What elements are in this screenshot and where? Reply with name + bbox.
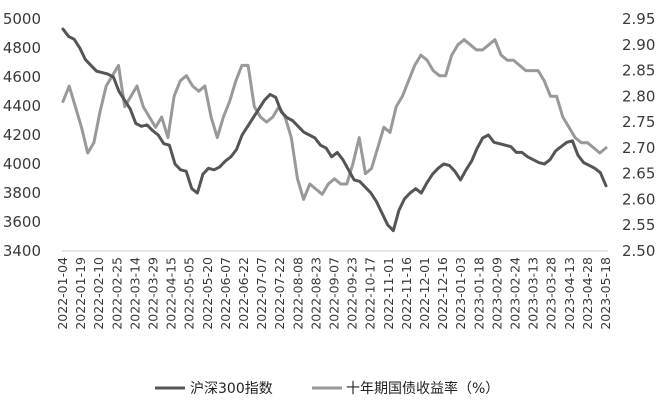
left-axis-tick-label: 4800 — [3, 39, 41, 57]
x-axis-tick-label: 2022-06-22 — [236, 257, 251, 330]
right-axis-tick-label: 2.85 — [622, 62, 655, 80]
x-axis-tick-label: 2022-10-17 — [363, 257, 378, 330]
left-axis-tick-label: 4000 — [3, 155, 41, 173]
right-axis-tick-label: 2.95 — [622, 10, 655, 28]
right-axis-tick-label: 2.80 — [622, 87, 655, 105]
right-axis-tick-label: 2.65 — [622, 165, 655, 183]
x-axis-tick-label: 2022-04-15 — [164, 257, 179, 330]
right-axis-tick-label: 2.55 — [622, 216, 655, 234]
left-axis-tick-label: 3600 — [3, 213, 41, 231]
x-axis-tick-label: 2022-05-20 — [200, 257, 215, 330]
x-axis-tick-label: 2022-03-14 — [127, 257, 142, 330]
x-axis-tick-label: 2022-07-22 — [272, 257, 287, 330]
right-axis-tick-label: 2.75 — [622, 113, 655, 131]
x-axis-tick-label: 2022-11-16 — [399, 257, 414, 330]
x-axis-tick-label: 2023-05-18 — [598, 257, 613, 330]
right-axis-tick-label: 2.50 — [622, 242, 655, 260]
x-axis-tick-label: 2023-02-24 — [508, 257, 523, 330]
legend: 沪深300指数 十年期国债收益率（%） — [155, 380, 499, 397]
right-axis-tick-label: 2.60 — [622, 190, 655, 208]
x-axis-tick-label: 2022-03-29 — [146, 257, 161, 330]
x-axis-tick-label: 2023-02-09 — [489, 257, 504, 330]
x-axis-tick-label: 2022-07-07 — [254, 257, 269, 330]
x-axis-tick-label: 2022-05-05 — [182, 257, 197, 330]
series-line-10y-bond-yield — [61, 38, 608, 201]
left-axis-tick-label: 4200 — [3, 126, 41, 144]
left-axis-tick-label: 5000 — [3, 10, 41, 28]
x-axis-tick-label: 2022-09-07 — [327, 257, 342, 330]
x-axis-tick-label: 2023-04-13 — [562, 257, 577, 330]
right-axis-tick-labels: 2.95 2.90 2.85 2.80 2.75 2.70 2.65 2.60 2.55 2.50 — [622, 10, 655, 260]
left-axis-tick-label: 3400 — [3, 242, 41, 260]
x-axis-tick-label: 2023-01-03 — [453, 257, 468, 330]
left-axis-tick-label: 4400 — [3, 97, 41, 115]
x-axis-tick-label: 2022-06-07 — [218, 257, 233, 330]
legend-label: 沪深300指数 — [190, 381, 273, 397]
x-axis-tick-label: 2022-08-08 — [290, 257, 305, 330]
x-axis-tick-label: 2022-12-01 — [417, 257, 432, 330]
series-layer — [61, 27, 608, 233]
left-axis-tick-label: 3800 — [3, 184, 41, 202]
x-axis-tick-label: 2022-02-25 — [109, 257, 124, 330]
x-axis-tick-label: 2023-01-18 — [471, 257, 486, 330]
x-axis-tick-label: 2023-03-28 — [544, 257, 559, 330]
x-axis-tick-labels: 2022-01-04 2022-01-19 2022-02-10 2022-02-25… — [55, 257, 613, 330]
x-axis-tick-label: 2022-11-01 — [381, 257, 396, 330]
left-axis-tick-label: 4600 — [3, 68, 41, 86]
x-axis-tick-label: 2022-09-23 — [345, 257, 360, 330]
x-axis-tick-label: 2022-12-16 — [435, 257, 450, 330]
right-axis-tick-label: 2.70 — [622, 139, 655, 157]
left-axis-tick-labels: 5000 4800 4600 4400 4200 4000 3800 3600 3400 — [3, 10, 41, 260]
x-axis-tick-label: 2022-08-23 — [308, 257, 323, 330]
x-axis-tick-label: 2022-02-10 — [91, 257, 106, 330]
right-axis-tick-label: 2.90 — [622, 36, 655, 54]
x-axis-tick-label: 2023-03-13 — [526, 257, 541, 330]
x-axis-tick-label: 2023-04-28 — [580, 257, 595, 330]
legend-label: 十年期国债收益率（%） — [346, 380, 499, 397]
series-line-csi300-index — [61, 27, 608, 233]
x-axis-tick-label: 2022-01-04 — [55, 257, 70, 330]
x-axis-tick-label: 2022-01-19 — [73, 257, 88, 330]
